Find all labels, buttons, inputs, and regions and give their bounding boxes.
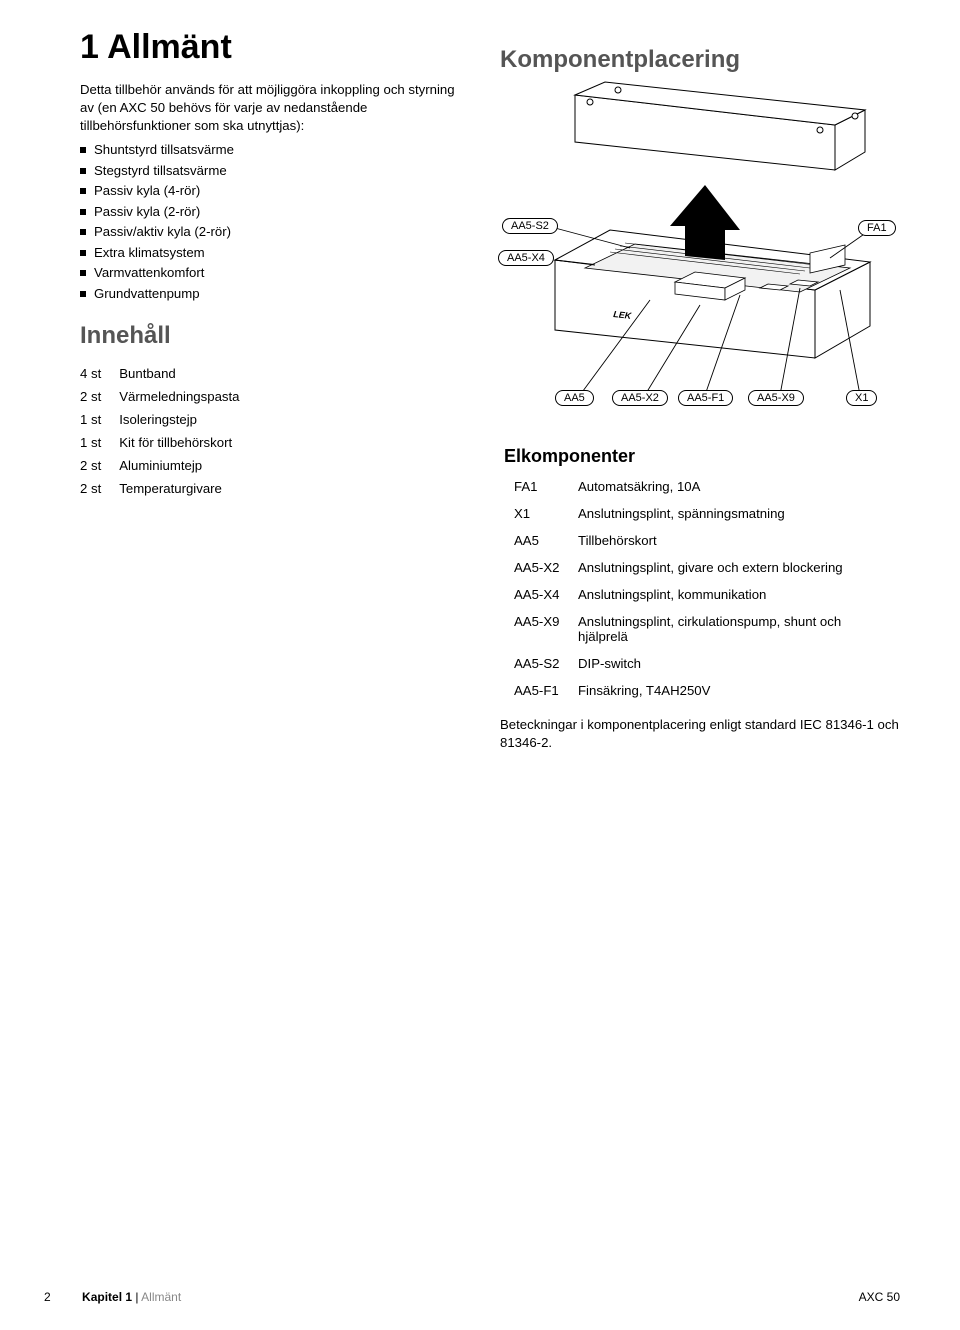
table-row: X1Anslutningsplint, spänningsmatning xyxy=(500,500,900,527)
table-row: 2 stTemperaturgivare xyxy=(80,477,258,500)
elk-heading: Elkomponenter xyxy=(504,446,900,467)
innehall-heading: Innehåll xyxy=(80,322,470,350)
table-row: 2 stAluminiumtejp xyxy=(80,454,258,477)
product-code: AXC 50 xyxy=(859,1290,900,1304)
desc-cell: Anslutningsplint, spänningsmatning xyxy=(578,500,900,527)
item-cell: Temperaturgivare xyxy=(119,477,257,500)
list-item: Grundvattenpump xyxy=(80,284,470,304)
list-item: Varmvattenkomfort xyxy=(80,263,470,283)
diagram-label-aa5x2: AA5-X2 xyxy=(612,390,668,406)
table-row: FA1Automatsäkring, 10A xyxy=(500,473,900,500)
diagram-label-aa5f1: AA5-F1 xyxy=(678,390,733,406)
diagram-label-aa5s2: AA5-S2 xyxy=(502,218,558,234)
chapter-light: Allmänt xyxy=(141,1290,181,1304)
innehall-table: 4 stBuntband 2 stVärmeledningspasta 1 st… xyxy=(80,362,258,500)
desc-cell: Automatsäkring, 10A xyxy=(578,473,900,500)
qty-cell: 2 st xyxy=(80,385,119,408)
item-cell: Buntband xyxy=(119,362,257,385)
table-row: AA5-F1Finsäkring, T4AH250V xyxy=(500,677,900,704)
qty-cell: 1 st xyxy=(80,408,119,431)
list-item: Shuntstyrd tillsatsvärme xyxy=(80,140,470,160)
table-row: AA5-X2Anslutningsplint, givare och exter… xyxy=(500,554,900,581)
diagram-label-aa5x9: AA5-X9 xyxy=(748,390,804,406)
desc-cell: Anslutningsplint, givare och extern bloc… xyxy=(578,554,900,581)
code-cell: AA5-X2 xyxy=(500,554,578,581)
list-item: Passiv kyla (4-rör) xyxy=(80,181,470,201)
diagram-label-aa5x4: AA5-X4 xyxy=(498,250,554,266)
bottom-note: Beteckningar i komponentplacering enligt… xyxy=(500,716,900,752)
table-row: 1 stIsoleringstejp xyxy=(80,408,258,431)
item-cell: Isoleringstejp xyxy=(119,408,257,431)
code-cell: AA5-F1 xyxy=(500,677,578,704)
page-title: 1 Allmänt xyxy=(80,28,470,67)
diagram-label-aa5: AA5 xyxy=(555,390,594,406)
item-cell: Aluminiumtejp xyxy=(119,454,257,477)
code-cell: AA5-X9 xyxy=(500,608,578,650)
desc-cell: Tillbehörskort xyxy=(578,527,900,554)
component-diagram: LEK xyxy=(500,90,890,440)
code-cell: X1 xyxy=(500,500,578,527)
item-cell: Kit för tillbehörskort xyxy=(119,431,257,454)
chapter-label: Kapitel 1 | Allmänt xyxy=(82,1290,181,1304)
table-row: 2 stVärmeledningspasta xyxy=(80,385,258,408)
qty-cell: 4 st xyxy=(80,362,119,385)
desc-cell: Anslutningsplint, cirkulationspump, shun… xyxy=(578,608,900,650)
table-row: 4 stBuntband xyxy=(80,362,258,385)
desc-cell: DIP-switch xyxy=(578,650,900,677)
list-item: Passiv/aktiv kyla (2-rör) xyxy=(80,222,470,242)
qty-cell: 1 st xyxy=(80,431,119,454)
code-cell: FA1 xyxy=(500,473,578,500)
chapter-sep: | xyxy=(132,1290,141,1304)
list-item: Stegstyrd tillsatsvärme xyxy=(80,161,470,181)
diagram-label-x1: X1 xyxy=(846,390,877,406)
table-row: AA5-S2DIP-switch xyxy=(500,650,900,677)
code-cell: AA5-X4 xyxy=(500,581,578,608)
lek-text: LEK xyxy=(613,309,633,321)
intro-text: Detta tillbehör används för att möjliggö… xyxy=(80,81,470,134)
table-row: AA5Tillbehörskort xyxy=(500,527,900,554)
bullet-list: Shuntstyrd tillsatsvärme Stegstyrd tills… xyxy=(80,140,470,304)
desc-cell: Anslutningsplint, kommunikation xyxy=(578,581,900,608)
code-cell: AA5 xyxy=(500,527,578,554)
qty-cell: 2 st xyxy=(80,454,119,477)
page-number: 2 xyxy=(44,1290,51,1304)
item-cell: Värmeledningspasta xyxy=(119,385,257,408)
diagram-svg: LEK xyxy=(500,90,890,440)
chapter-bold: Kapitel 1 xyxy=(82,1290,132,1304)
table-row: 1 stKit för tillbehörskort xyxy=(80,431,258,454)
code-cell: AA5-S2 xyxy=(500,650,578,677)
list-item: Extra klimatsystem xyxy=(80,243,470,263)
elk-table: FA1Automatsäkring, 10A X1Anslutningsplin… xyxy=(500,473,900,704)
desc-cell: Finsäkring, T4AH250V xyxy=(578,677,900,704)
table-row: AA5-X4Anslutningsplint, kommunikation xyxy=(500,581,900,608)
qty-cell: 2 st xyxy=(80,477,119,500)
diagram-label-fa1: FA1 xyxy=(858,220,896,236)
table-row: AA5-X9Anslutningsplint, cirkulationspump… xyxy=(500,608,900,650)
komponent-heading: Komponentplacering xyxy=(500,46,900,74)
list-item: Passiv kyla (2-rör) xyxy=(80,202,470,222)
page-footer: 2 Kapitel 1 | Allmänt AXC 50 xyxy=(0,1290,960,1304)
